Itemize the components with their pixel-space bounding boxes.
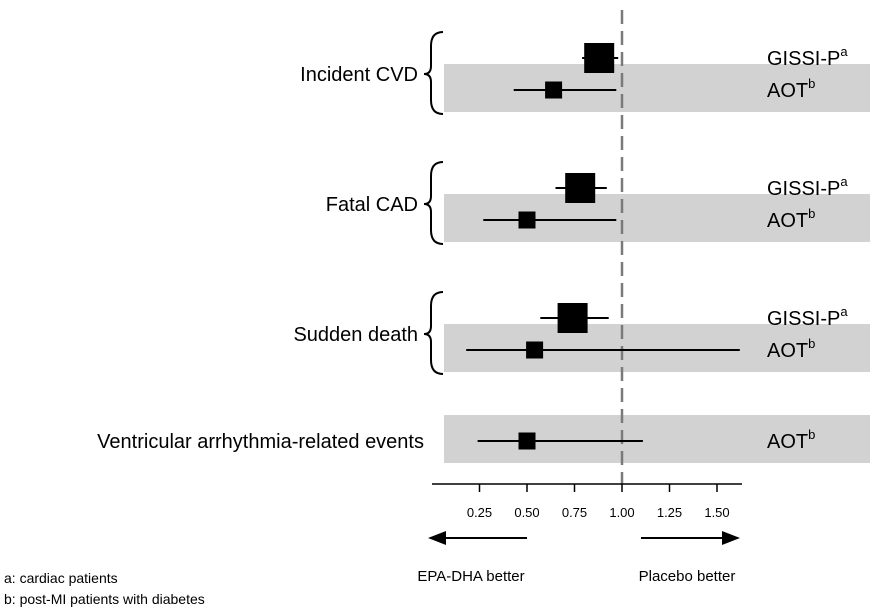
direction-label-left: EPA-DHA better <box>417 568 524 585</box>
shaded-row-band <box>444 64 870 112</box>
study-superscript: b <box>808 206 815 221</box>
study-superscript: a <box>840 44 848 59</box>
study-name: GISSI-P <box>767 308 840 330</box>
point-estimate-marker <box>565 173 596 203</box>
shaded-row-band <box>444 324 870 372</box>
category-label: Incident CVD <box>300 64 418 86</box>
study-superscript: b <box>808 76 815 91</box>
point-estimate-marker <box>518 432 536 450</box>
x-tick-label: 1.00 <box>609 505 634 520</box>
category-label: Fatal CAD <box>326 194 418 216</box>
study-superscript: a <box>840 304 848 319</box>
study-name: AOT <box>767 340 808 362</box>
x-tick-label: 0.75 <box>562 505 587 520</box>
study-label: GISSI-Pa <box>767 304 848 330</box>
study-label: GISSI-Pa <box>767 44 848 70</box>
shaded-row-band <box>444 415 870 463</box>
study-name: GISSI-P <box>767 178 840 200</box>
study-superscript: a <box>840 174 848 189</box>
study-label: AOTb <box>767 427 815 453</box>
study-superscript: b <box>808 336 815 351</box>
point-estimate-marker <box>518 211 536 229</box>
group-brace <box>423 31 444 115</box>
direction-label-right: Placebo better <box>639 568 736 585</box>
x-axis: 0.25 0.50 0.75 1.00 1.25 1.50 EPA-DHA better Pl… <box>417 483 742 585</box>
study-name: AOT <box>767 431 808 453</box>
right-arrow-head <box>722 531 740 545</box>
data-marks <box>466 43 740 450</box>
study-superscript: b <box>808 427 815 442</box>
x-tick-label: 0.50 <box>514 505 539 520</box>
study-label: AOTb <box>767 76 815 102</box>
point-estimate-marker <box>526 341 544 359</box>
study-label: AOTb <box>767 206 815 232</box>
study-name: GISSI-P <box>767 48 840 70</box>
group-brace <box>423 161 444 245</box>
category-label: Ventricular arrhythmia-related events <box>97 431 424 453</box>
x-tick-label: 1.50 <box>704 505 729 520</box>
footnote-b: b: post-MI patients with diabetes <box>4 591 205 607</box>
study-label: GISSI-Pa <box>767 174 848 200</box>
left-arrow-head <box>428 531 446 545</box>
shaded-rows <box>444 64 870 463</box>
study-label: AOTb <box>767 336 815 362</box>
category-label: Sudden death <box>293 324 418 346</box>
x-tick-label: 0.25 <box>467 505 492 520</box>
group-brace <box>423 291 444 375</box>
footnote-a: a: cardiac patients <box>4 570 118 586</box>
point-estimate-marker <box>584 43 615 73</box>
study-name: AOT <box>767 80 808 102</box>
point-estimate-marker <box>557 303 588 333</box>
study-name: AOT <box>767 210 808 232</box>
shaded-row-band <box>444 194 870 242</box>
point-estimate-marker <box>545 81 563 99</box>
x-tick-label: 1.25 <box>657 505 682 520</box>
